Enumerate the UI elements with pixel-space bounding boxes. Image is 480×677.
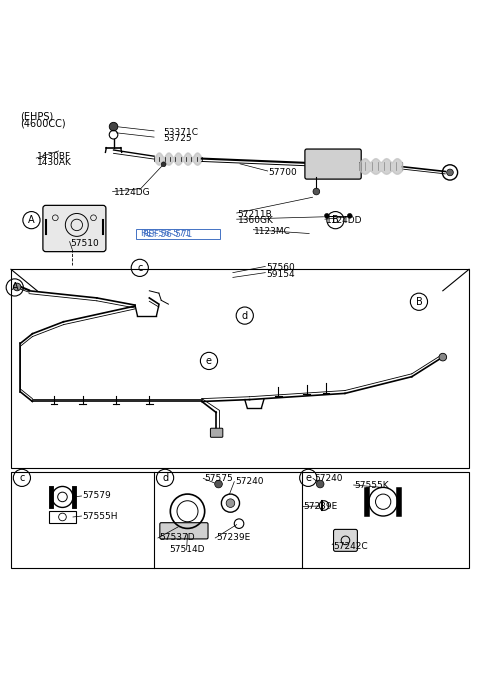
Text: 57239E: 57239E: [216, 533, 251, 542]
Circle shape: [226, 499, 235, 508]
Text: A: A: [12, 282, 18, 292]
FancyBboxPatch shape: [210, 429, 223, 437]
Text: REF.56-571: REF.56-571: [142, 230, 192, 239]
Bar: [49, 510, 76, 523]
Text: e: e: [305, 473, 311, 483]
Circle shape: [446, 169, 453, 176]
FancyBboxPatch shape: [305, 149, 361, 179]
Text: B: B: [332, 215, 339, 225]
Text: 1123MC: 1123MC: [254, 227, 291, 236]
Text: d: d: [162, 473, 168, 483]
Text: 57700: 57700: [269, 168, 298, 177]
Text: 57239E: 57239E: [303, 502, 338, 511]
Text: c: c: [19, 473, 24, 483]
Bar: [11, 472, 469, 567]
Text: 57555H: 57555H: [83, 512, 118, 521]
Text: 57575: 57575: [204, 474, 233, 483]
Text: 57240: 57240: [235, 477, 264, 486]
FancyBboxPatch shape: [43, 205, 106, 252]
Text: e: e: [206, 356, 212, 366]
Text: B: B: [416, 297, 422, 307]
Text: 57510: 57510: [71, 238, 99, 248]
Text: 57537D: 57537D: [159, 533, 194, 542]
Circle shape: [109, 123, 118, 131]
Text: (EHPS): (EHPS): [21, 112, 54, 122]
Circle shape: [313, 188, 320, 195]
Circle shape: [439, 353, 446, 361]
Text: 1430BF: 1430BF: [37, 152, 72, 161]
Text: 1124DG: 1124DG: [114, 188, 150, 198]
Circle shape: [316, 480, 324, 488]
Text: 59154: 59154: [266, 269, 295, 278]
Bar: [11, 269, 469, 468]
Text: c: c: [137, 263, 143, 273]
Text: 57211B: 57211B: [238, 210, 272, 219]
Text: 57242C: 57242C: [333, 542, 368, 550]
Text: 53371C: 53371C: [164, 128, 199, 137]
Circle shape: [324, 213, 329, 218]
Text: 1430AK: 1430AK: [37, 158, 72, 167]
Text: A: A: [28, 215, 35, 225]
Text: REF.56-571: REF.56-571: [140, 230, 190, 238]
Text: d: d: [242, 311, 248, 321]
Circle shape: [161, 162, 166, 167]
Text: 57560: 57560: [266, 263, 295, 272]
Text: 57240: 57240: [314, 474, 342, 483]
Text: 57555K: 57555K: [355, 481, 389, 489]
Text: 57514D: 57514D: [170, 546, 205, 554]
Text: 1124DD: 1124DD: [326, 216, 362, 225]
FancyBboxPatch shape: [160, 523, 208, 539]
Text: 57579: 57579: [83, 492, 111, 500]
Text: (4600CC): (4600CC): [21, 119, 66, 129]
Text: 1360GK: 1360GK: [238, 216, 274, 225]
Circle shape: [13, 283, 21, 291]
FancyBboxPatch shape: [334, 529, 358, 551]
Circle shape: [348, 213, 352, 218]
Text: 53725: 53725: [164, 134, 192, 143]
Circle shape: [215, 480, 222, 488]
Bar: [136, 230, 220, 239]
